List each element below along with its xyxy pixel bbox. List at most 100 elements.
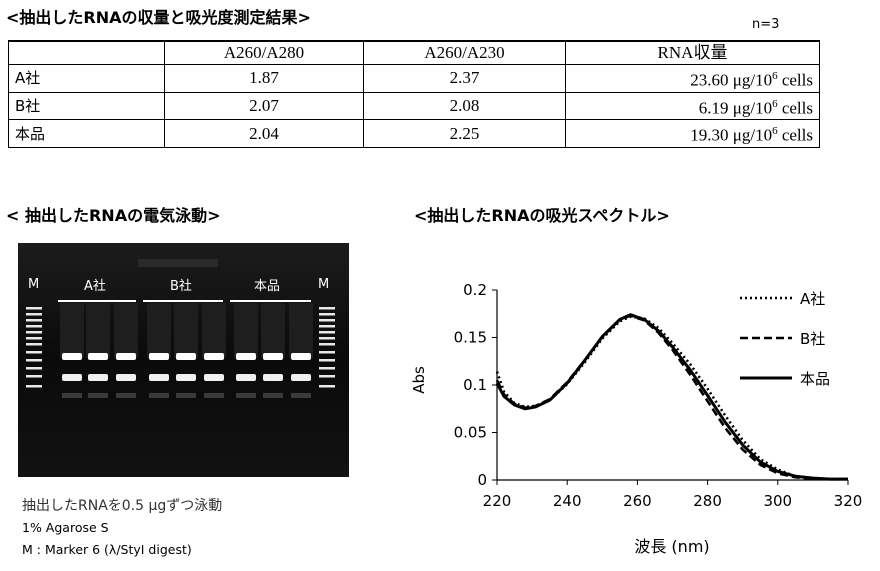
rrna-28s-band bbox=[236, 353, 256, 360]
table-header: RNA収量 bbox=[565, 40, 820, 65]
marker-band bbox=[26, 351, 42, 354]
y-axis-label: Abs bbox=[410, 366, 428, 394]
series-line bbox=[495, 313, 848, 481]
marker-band bbox=[319, 385, 335, 388]
marker-band bbox=[26, 325, 42, 328]
results-table: A260/A280 A260/A230 RNA収量 A社 1.87 2.37 2… bbox=[8, 40, 820, 148]
marker-band bbox=[319, 367, 335, 370]
gel-note: M : Marker 6 (λ/StyI digest) bbox=[22, 542, 192, 557]
x-tick-label: 240 bbox=[553, 492, 582, 510]
rrna-18s-band bbox=[176, 374, 196, 381]
a260-280-cell: 2.07 bbox=[164, 91, 364, 121]
gel-group-label: 本品 bbox=[254, 279, 281, 294]
spectrum-chart: 0 0.05 0.1 0.15 0.2 220 240 260 280 300 320 A社 B社本品… bbox=[410, 281, 863, 556]
legend-label: 本品 bbox=[800, 370, 830, 388]
yield-cell: 6.19 μg/106 cells bbox=[565, 91, 820, 121]
rrna-28s-band bbox=[204, 353, 224, 360]
table-header-row: A260/A280 A260/A230 RNA収量 bbox=[8, 40, 820, 65]
yield-exponent: 6 bbox=[772, 97, 778, 110]
gel-group-label: B社 bbox=[170, 279, 192, 294]
x-tick-label: 300 bbox=[763, 492, 792, 510]
y-tick-label: 0.05 bbox=[454, 424, 487, 442]
legend-label: A社 bbox=[800, 290, 825, 308]
gel-note: 抽出したRNAを0.5 μgずつ泳動 bbox=[22, 498, 223, 514]
legend-label: B社 bbox=[800, 330, 825, 348]
table-row: A社 1.87 2.37 23.60 μg/106 cells bbox=[8, 64, 820, 93]
y-tick-label: 0.15 bbox=[454, 329, 487, 347]
gel-title: < 抽出したRNAの電気泳動> bbox=[6, 206, 221, 225]
rrna-28s-band bbox=[263, 353, 283, 360]
table-row: 本品 2.04 2.25 19.30 μg/106 cells bbox=[8, 119, 820, 148]
spectrum-title: <抽出したRNAの吸光スペクトル> bbox=[414, 206, 670, 225]
a260-280-cell: 2.04 bbox=[164, 119, 364, 148]
yield-value: 23.60 μg/10 bbox=[690, 70, 773, 90]
x-axis-label: 波長 (nm) bbox=[634, 537, 709, 556]
rrna-28s-band bbox=[116, 353, 136, 360]
marker-band bbox=[26, 367, 42, 370]
marker-band bbox=[26, 375, 42, 378]
yield-unit: cells bbox=[777, 125, 813, 145]
marker-band bbox=[26, 343, 42, 346]
marker-band bbox=[26, 337, 42, 340]
yield-value: 6.19 μg/10 bbox=[698, 98, 773, 118]
marker-band bbox=[26, 319, 42, 322]
marker-label-right: M bbox=[318, 277, 330, 292]
a260-280-cell: 1.87 bbox=[164, 64, 364, 93]
rrna-18s-band bbox=[236, 374, 256, 381]
rrna-18s-band bbox=[62, 374, 82, 381]
marker-band bbox=[319, 343, 335, 346]
a260-230-cell: 2.37 bbox=[363, 64, 566, 93]
gel-group-label: A社 bbox=[84, 279, 106, 294]
rrna-18s-band bbox=[88, 374, 108, 381]
y-tick-label: 0.2 bbox=[463, 281, 487, 299]
marker-band bbox=[26, 313, 42, 316]
yield-unit: cells bbox=[777, 98, 813, 118]
yield-exponent: 6 bbox=[772, 125, 778, 138]
rrna-18s-band bbox=[263, 374, 283, 381]
yield-cell: 19.30 μg/106 cells bbox=[565, 119, 820, 148]
rrna-18s-band bbox=[149, 374, 169, 381]
x-tick-label: 280 bbox=[693, 492, 722, 510]
marker-band bbox=[319, 313, 335, 316]
rrna-18s-band bbox=[116, 374, 136, 381]
marker-band bbox=[319, 375, 335, 378]
rrna-28s-band bbox=[176, 353, 196, 360]
marker-band bbox=[26, 359, 42, 362]
series-line bbox=[495, 315, 848, 481]
marker-label-left: M bbox=[28, 277, 40, 292]
rrna-28s-band bbox=[62, 353, 82, 360]
gel-note: 1% Agarose S bbox=[22, 520, 109, 535]
table-header: A260/A230 bbox=[363, 40, 566, 65]
marker-band bbox=[26, 331, 42, 334]
x-tick-label: 220 bbox=[483, 492, 512, 510]
rrna-28s-band bbox=[291, 353, 311, 360]
a260-230-cell: 2.08 bbox=[363, 91, 566, 121]
rrna-18s-band bbox=[291, 374, 311, 381]
marker-band bbox=[319, 325, 335, 328]
table-row: B社 2.07 2.08 6.19 μg/106 cells bbox=[8, 91, 820, 121]
row-label: B社 bbox=[8, 91, 165, 121]
table-header: A260/A280 bbox=[164, 40, 364, 65]
yield-exponent: 6 bbox=[772, 70, 778, 82]
row-label: A社 bbox=[8, 64, 165, 93]
marker-band bbox=[319, 351, 335, 354]
n-label: n=3 bbox=[752, 17, 780, 32]
x-tick-label: 320 bbox=[834, 492, 863, 510]
table-title: <抽出したRNAの収量と吸光度測定結果> bbox=[6, 8, 311, 27]
rrna-28s-band bbox=[149, 353, 169, 360]
yield-cell: 23.60 μg/106 cells bbox=[565, 64, 820, 93]
y-tick-label: 0.1 bbox=[463, 376, 487, 394]
yield-value: 19.30 μg/10 bbox=[690, 125, 773, 145]
row-label: 本品 bbox=[8, 119, 165, 148]
marker-band bbox=[319, 319, 335, 322]
marker-band bbox=[319, 359, 335, 362]
marker-band bbox=[319, 331, 335, 334]
series-line bbox=[495, 314, 848, 481]
marker-band bbox=[319, 307, 335, 310]
yield-unit: cells bbox=[777, 70, 813, 90]
table-header bbox=[8, 40, 165, 65]
a260-230-cell: 2.25 bbox=[363, 119, 566, 148]
y-tick-label: 0 bbox=[477, 471, 487, 489]
rrna-28s-band bbox=[88, 353, 108, 360]
marker-band bbox=[319, 337, 335, 340]
